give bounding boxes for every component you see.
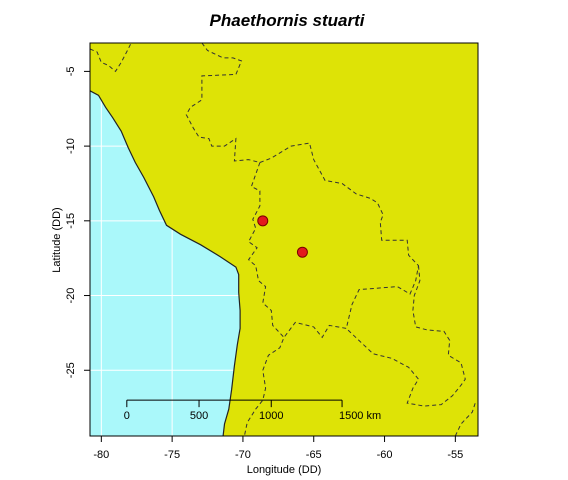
border-line <box>185 43 261 163</box>
x-tick-label: -65 <box>306 449 322 461</box>
y-axis: -5 -10 -15 -20 -25 <box>65 67 90 378</box>
scale-bar-label: 500 <box>190 410 208 422</box>
x-axis: -80 -75 -70 -65 -60 -55 <box>93 436 463 461</box>
y-axis-title: Latitude (DD) <box>51 207 63 272</box>
occurrence-points <box>257 215 308 258</box>
occurrence-point <box>257 215 269 227</box>
scale-bar-label: 1500 km <box>339 410 381 422</box>
x-tick-label: -80 <box>93 449 109 461</box>
plot-area: 0 500 1000 1500 km <box>90 43 478 436</box>
scale-bar: 0 500 1000 1500 km <box>124 399 381 422</box>
scale-bar-label: 1000 <box>259 410 283 422</box>
x-tick-label: -60 <box>377 449 393 461</box>
x-axis-title: Longitude (DD) <box>247 464 322 476</box>
scale-bar-label: 0 <box>124 410 130 422</box>
border-line <box>345 265 466 407</box>
plot-frame <box>89 42 479 437</box>
border-line <box>454 402 476 436</box>
y-tick-label: -25 <box>65 362 77 378</box>
country-borders <box>90 43 476 436</box>
y-tick-label: -20 <box>65 288 77 304</box>
x-tick-label: -70 <box>235 449 251 461</box>
border-line <box>259 142 420 339</box>
border-line <box>243 162 285 436</box>
y-tick-label: -5 <box>65 67 77 77</box>
y-tick-label: -10 <box>65 138 77 154</box>
border-line <box>90 43 132 73</box>
y-tick-label: -15 <box>65 213 77 229</box>
map-title: Phaethornis stuarti <box>210 11 366 30</box>
land-mass <box>90 43 478 436</box>
coastline <box>90 90 241 436</box>
occurrence-point <box>296 246 308 258</box>
x-tick-label: -75 <box>164 449 180 461</box>
x-tick-label: -55 <box>447 449 463 461</box>
